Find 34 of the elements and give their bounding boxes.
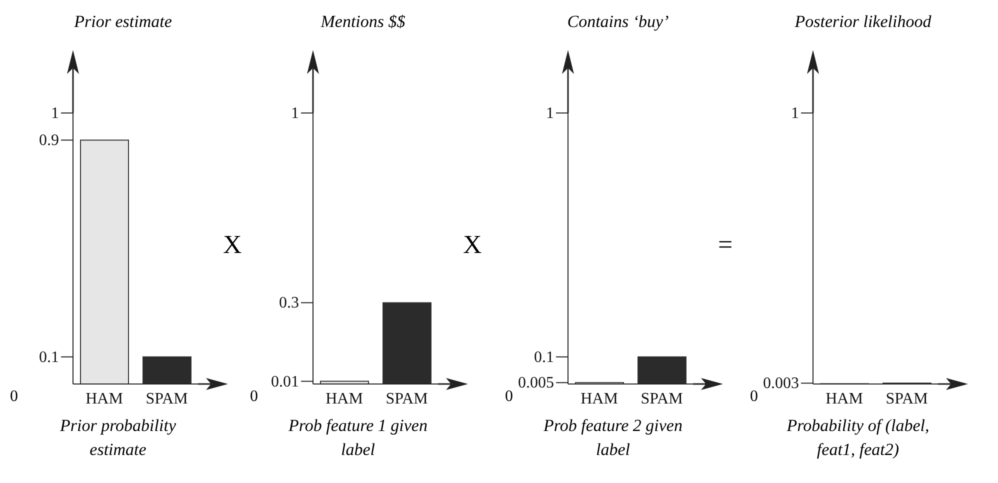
y-tick-label: 0.1: [39, 348, 59, 366]
y-tick-label: 0.3: [279, 294, 299, 312]
text: 0: [9, 388, 18, 406]
x-tick-label: HAM: [580, 390, 618, 408]
text: X: [463, 230, 482, 260]
x-axis-title: Prob feature 1 given label: [288, 415, 428, 461]
y-tick-label: 0.01: [271, 373, 299, 390]
text: 0: [749, 388, 758, 406]
chart-title: Prior estimate: [73, 12, 173, 32]
x-tick-label: SPAM: [640, 390, 683, 408]
chart-title: Contains ‘buy’: [566, 12, 670, 32]
x-axis-title: Prior probability estimate: [58, 415, 177, 461]
y-tick-label: 1: [51, 105, 59, 122]
x-tick-label: SPAM: [886, 390, 928, 408]
x-tick-label: HAM: [86, 390, 123, 408]
x-tick-label: SPAM: [386, 390, 428, 408]
y-tick-label: 1: [291, 105, 299, 122]
y-tick-label: 0.005: [518, 374, 554, 392]
y-tick-label: 1: [546, 105, 554, 122]
y-tick-label: 0.003: [763, 375, 799, 392]
chart-title: Posterior likelihood: [794, 12, 932, 32]
x-axis-title: Prob feature 2 given label: [542, 415, 684, 461]
x-axis-title: Probability of (label, feat1, feat2): [786, 415, 930, 461]
text: 0: [249, 388, 258, 406]
text: 0: [504, 388, 513, 406]
x-tick-label: HAM: [326, 390, 363, 408]
y-tick-label: 0.9: [39, 132, 59, 150]
text: X: [223, 230, 242, 260]
y-tick-label: 0.1: [534, 348, 554, 366]
x-tick-label: SPAM: [146, 390, 188, 408]
y-tick-label: 1: [791, 105, 799, 122]
text: =: [718, 230, 733, 260]
chart-title: Mentions $$: [320, 12, 406, 32]
x-tick-label: HAM: [826, 390, 863, 408]
